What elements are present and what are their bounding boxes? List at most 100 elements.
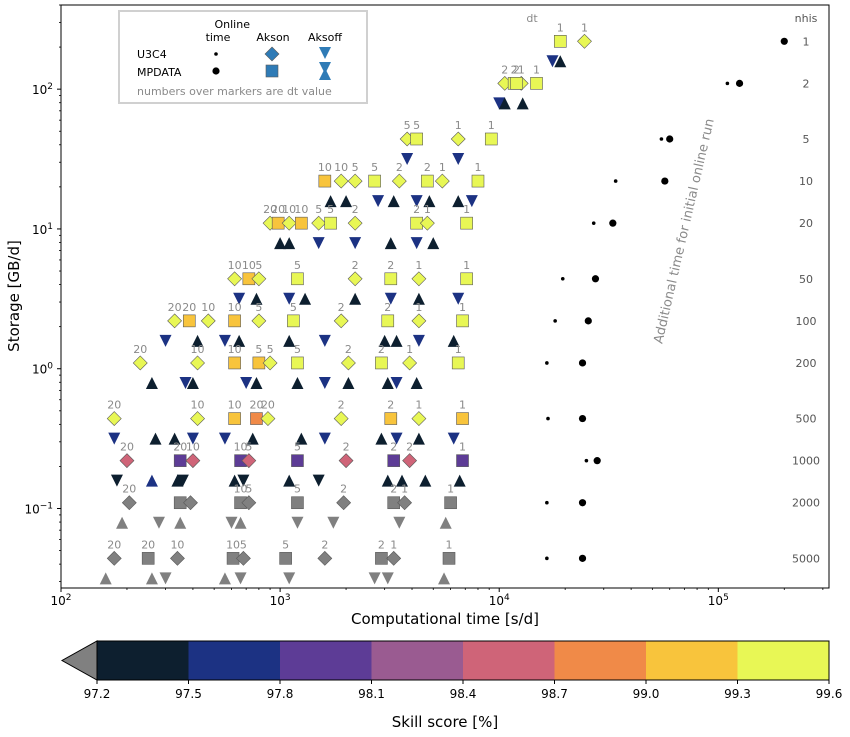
dt-label: 1 <box>455 343 462 356</box>
marker-ak-off-up <box>342 376 355 389</box>
dt-label: 10 <box>191 399 205 412</box>
nhis-label-200: 200 <box>796 357 817 370</box>
y-axis-ticks: 10−1 100 101 102 <box>24 4 61 583</box>
marker-ak-off-up <box>390 334 403 347</box>
colorbar-tick-label: 97.2 <box>84 687 111 701</box>
marker-ak-on-dia <box>235 550 251 566</box>
marker-online-big <box>661 177 669 185</box>
marker-ak-on-dia <box>190 355 205 371</box>
marker-ak-off-down <box>225 516 238 529</box>
nhis-label-500: 500 <box>796 413 817 426</box>
marker-online-small <box>725 81 730 86</box>
marker-online-small <box>584 458 589 463</box>
x-axis-ticks: 102 103 104 105 <box>50 588 824 608</box>
dt-label: 20 <box>271 203 285 216</box>
dt-label: 20 <box>141 538 155 551</box>
dt-label: 1 <box>518 63 525 76</box>
marker-ak-off-up <box>452 195 465 208</box>
marker-ak-off-up <box>554 55 567 68</box>
marker-ak-off-down <box>237 474 250 487</box>
x-tick-label: 104 <box>489 593 510 608</box>
y-tick-label: 10−1 <box>24 502 53 517</box>
dt-label: 20 <box>107 399 121 412</box>
marker-ak-on-sq <box>375 356 388 370</box>
marker-online-small <box>560 276 565 281</box>
colorbar-tick-label: 98.1 <box>358 687 385 701</box>
marker-ak-off-up <box>439 516 452 529</box>
marker-ak-off-up <box>149 432 162 445</box>
marker-ak-off-down <box>318 432 331 445</box>
marker-ak-on-dia <box>200 313 216 329</box>
y-axis-title: Storage [GB/d] <box>5 240 23 352</box>
marker-ak-off-down <box>368 572 381 585</box>
marker-ak-on-sq <box>384 272 398 286</box>
marker-ak-off-down <box>412 334 425 347</box>
dt-label: 10 <box>191 343 205 356</box>
marker-ak-on-dia <box>419 215 435 231</box>
marker-ak-off-down <box>410 237 423 250</box>
marker-ak-off-down <box>291 516 304 529</box>
data-marks <box>99 33 788 585</box>
marker-ak-on-dia <box>106 411 122 426</box>
marker-online-big <box>578 499 587 507</box>
colorbar-segment <box>188 641 281 680</box>
marker-ak-on-dia <box>450 131 466 147</box>
legend-aksoff-hourglass-bottom <box>319 68 331 80</box>
marker-ak-off-up <box>299 292 312 305</box>
dt-label: 10 <box>318 161 332 174</box>
marker-ak-on-dia <box>347 173 363 189</box>
legend-header-online-line1: Online <box>215 18 251 31</box>
marker-ak-on-sq <box>421 174 434 188</box>
nhis-label-5000: 5000 <box>792 552 820 565</box>
dt-label: 5 <box>404 119 411 132</box>
dt-label: 20 <box>173 441 187 454</box>
dt-label: 5 <box>267 343 274 356</box>
marker-ak-off-up <box>427 237 440 250</box>
legend-online-small <box>214 52 218 56</box>
nhis-column-title: nhis <box>795 12 818 25</box>
colorbar: 97.2 97.5 97.8 98.1 98.4 98.7 99.0 99.3 99.6 <box>60 640 842 701</box>
marker-ak-off-up <box>375 432 388 445</box>
marker-ak-on-dia <box>121 495 137 511</box>
marker-ak-on-dia <box>190 411 205 426</box>
marker-ak-off-up <box>218 572 231 585</box>
marker-ak-off-up <box>145 474 158 487</box>
dt-label: 5 <box>294 343 301 356</box>
marker-ak-off-down <box>218 432 231 445</box>
dt-label: 2 <box>424 161 431 174</box>
marker-ak-off-up <box>174 516 187 529</box>
marker-ak-off-down <box>218 334 231 347</box>
dt-label: 1 <box>439 161 446 174</box>
dt-label: 5 <box>255 259 262 272</box>
marker-ak-off-down <box>318 334 331 347</box>
colorbar-segment <box>280 641 372 680</box>
marker-ak-off-down <box>318 376 331 389</box>
marker-ak-on-sq <box>387 454 401 467</box>
marker-ak-on-dia <box>167 313 183 329</box>
marker-ak-on-dia <box>185 453 201 469</box>
marker-ak-off-up <box>384 237 397 250</box>
marker-ak-on-sq <box>228 356 241 370</box>
marker-ak-off-down <box>410 195 423 208</box>
marker-ak-off-up <box>498 97 511 110</box>
marker-ak-off-up <box>191 334 204 347</box>
marker-online-big <box>735 79 744 87</box>
dt-label: 2 <box>338 301 345 314</box>
dt-label: 20 <box>261 399 275 412</box>
legend-note: numbers over markers are dt value <box>137 85 332 98</box>
marker-ak-on-dia <box>577 33 592 49</box>
marker-ak-on-dia <box>183 495 198 511</box>
dt-label: 20 <box>263 203 277 216</box>
marker-ak-off-up <box>340 195 353 208</box>
marker-ak-on-sq <box>384 412 398 425</box>
x-tick-label: 102 <box>50 593 71 608</box>
colorbar-segment <box>97 641 189 680</box>
dt-label: 10 <box>334 161 348 174</box>
marker-online-big <box>780 37 788 45</box>
dt-label: 10 <box>226 538 240 551</box>
dt-label: 10 <box>282 203 296 216</box>
dt-label: 10 <box>201 301 215 314</box>
dt-label: 2 <box>413 203 420 216</box>
dt-label: 2 <box>396 161 403 174</box>
